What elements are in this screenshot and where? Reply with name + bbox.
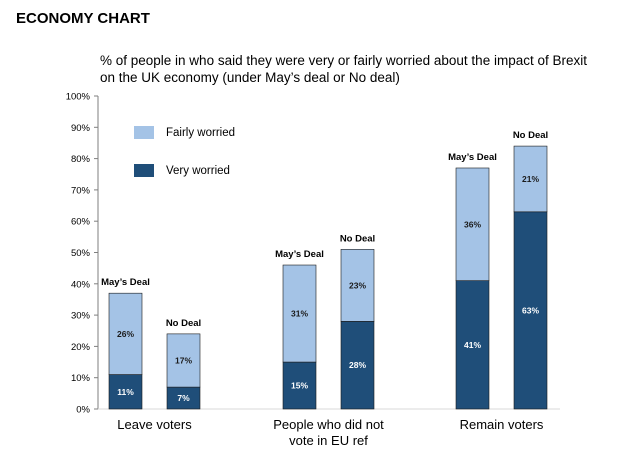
legend-swatch-fairly-worried bbox=[134, 126, 154, 139]
data-label-very-worried: 15% bbox=[291, 381, 308, 391]
data-label-fairly-worried: 26% bbox=[117, 329, 134, 339]
y-tick-label: 0% bbox=[76, 405, 90, 416]
data-label-very-worried: 7% bbox=[177, 393, 190, 403]
group-label: People who did not bbox=[273, 417, 384, 432]
data-label-fairly-worried: 23% bbox=[349, 280, 366, 290]
y-tick-label: 70% bbox=[71, 185, 91, 196]
y-tick-label: 10% bbox=[71, 373, 91, 384]
bar-scenario-label: May’s Deal bbox=[101, 277, 150, 288]
bar-segment-fairly-worried bbox=[340, 249, 375, 322]
group-label: Leave voters bbox=[117, 417, 192, 432]
bar-segment-fairly-worried bbox=[455, 167, 490, 281]
bar-scenario-label: No Deal bbox=[513, 130, 548, 141]
bar-segment-fairly-worried bbox=[108, 292, 143, 375]
data-label-very-worried: 28% bbox=[349, 360, 366, 370]
y-tick-label: 60% bbox=[71, 217, 91, 228]
y-tick-label: 90% bbox=[71, 123, 91, 134]
group-label: Remain voters bbox=[460, 417, 544, 432]
bar-scenario-label: May’s Deal bbox=[448, 152, 497, 163]
bar-scenario-label: No Deal bbox=[166, 318, 201, 329]
y-tick-label: 50% bbox=[71, 248, 91, 259]
legend-label-very-worried: Very worried bbox=[166, 165, 230, 177]
group-label: vote in EU ref bbox=[289, 433, 368, 448]
data-label-fairly-worried: 36% bbox=[464, 219, 481, 229]
chart-heading: ECONOMY CHART bbox=[16, 10, 150, 27]
bar-scenario-label: May’s Deal bbox=[275, 249, 324, 260]
bar-segment-very-worried bbox=[513, 211, 548, 410]
legend-swatch-very-worried bbox=[134, 164, 154, 177]
bar-segment-fairly-worried bbox=[513, 145, 548, 213]
data-label-fairly-worried: 17% bbox=[175, 355, 192, 365]
bar-scenario-label: No Deal bbox=[340, 233, 375, 244]
legend-label-fairly-worried: Fairly worried bbox=[166, 127, 235, 139]
data-label-very-worried: 11% bbox=[117, 387, 134, 397]
data-label-fairly-worried: 31% bbox=[291, 309, 308, 319]
data-label-very-worried: 41% bbox=[464, 340, 481, 350]
y-tick-label: 20% bbox=[71, 342, 91, 353]
bar-segment-very-worried bbox=[340, 321, 375, 410]
y-tick-label: 30% bbox=[71, 311, 91, 322]
bar-segment-fairly-worried bbox=[166, 333, 201, 388]
bar-segment-very-worried bbox=[455, 280, 490, 410]
chart-title: % of people in who said they were very o… bbox=[100, 53, 587, 85]
data-label-fairly-worried: 21% bbox=[522, 174, 539, 184]
y-tick-label: 100% bbox=[66, 92, 91, 103]
bar-segment-fairly-worried bbox=[282, 264, 317, 363]
y-tick-label: 80% bbox=[71, 154, 91, 165]
y-tick-label: 40% bbox=[71, 279, 91, 290]
data-label-very-worried: 63% bbox=[522, 305, 539, 315]
